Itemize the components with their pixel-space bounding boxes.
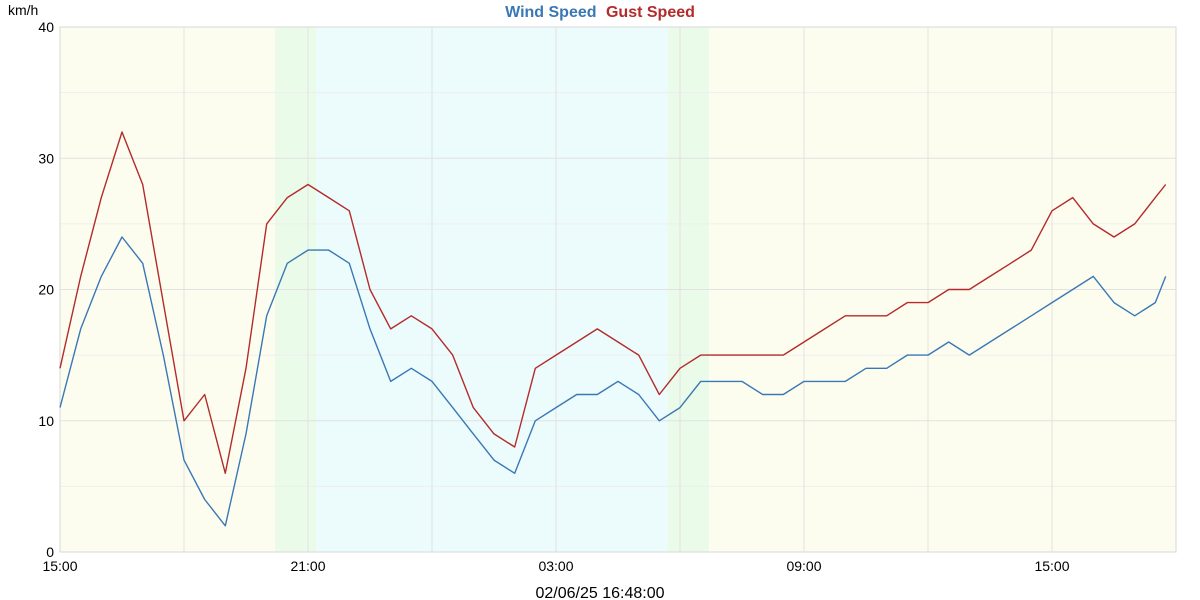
y-tick-label: 20 — [38, 282, 54, 298]
x-tick-label: 03:00 — [538, 558, 573, 574]
legend-gust-speed: Gust Speed — [606, 4, 695, 21]
grid — [59, 26, 1177, 553]
plot-frame — [59, 26, 1177, 553]
y-tick-label: 40 — [38, 19, 54, 35]
x-axis-ticks: 15:00 21:00 03:00 09:00 15:00 — [42, 558, 1069, 574]
y-axis-ticks: 0 10 20 30 40 — [38, 19, 54, 560]
series-layer — [59, 131, 1167, 527]
y-tick-label: 10 — [38, 413, 54, 429]
x-tick-label: 15:00 — [1034, 558, 1069, 574]
series-line-wind-speed — [59, 236, 1167, 527]
y-tick-label: 0 — [46, 544, 54, 560]
series-line-gust-speed — [59, 131, 1167, 474]
y-tick-label: 30 — [38, 150, 54, 166]
y-axis-unit-label: km/h — [8, 2, 38, 18]
x-tick-label: 09:00 — [786, 558, 821, 574]
x-tick-label: 21:00 — [290, 558, 325, 574]
legend-wind-speed: Wind Speed — [505, 4, 596, 21]
legend: Wind Speed Gust Speed — [505, 4, 695, 21]
x-tick-label: 15:00 — [42, 558, 77, 574]
footer-timestamp: 02/06/25 16:48:00 — [535, 585, 664, 600]
